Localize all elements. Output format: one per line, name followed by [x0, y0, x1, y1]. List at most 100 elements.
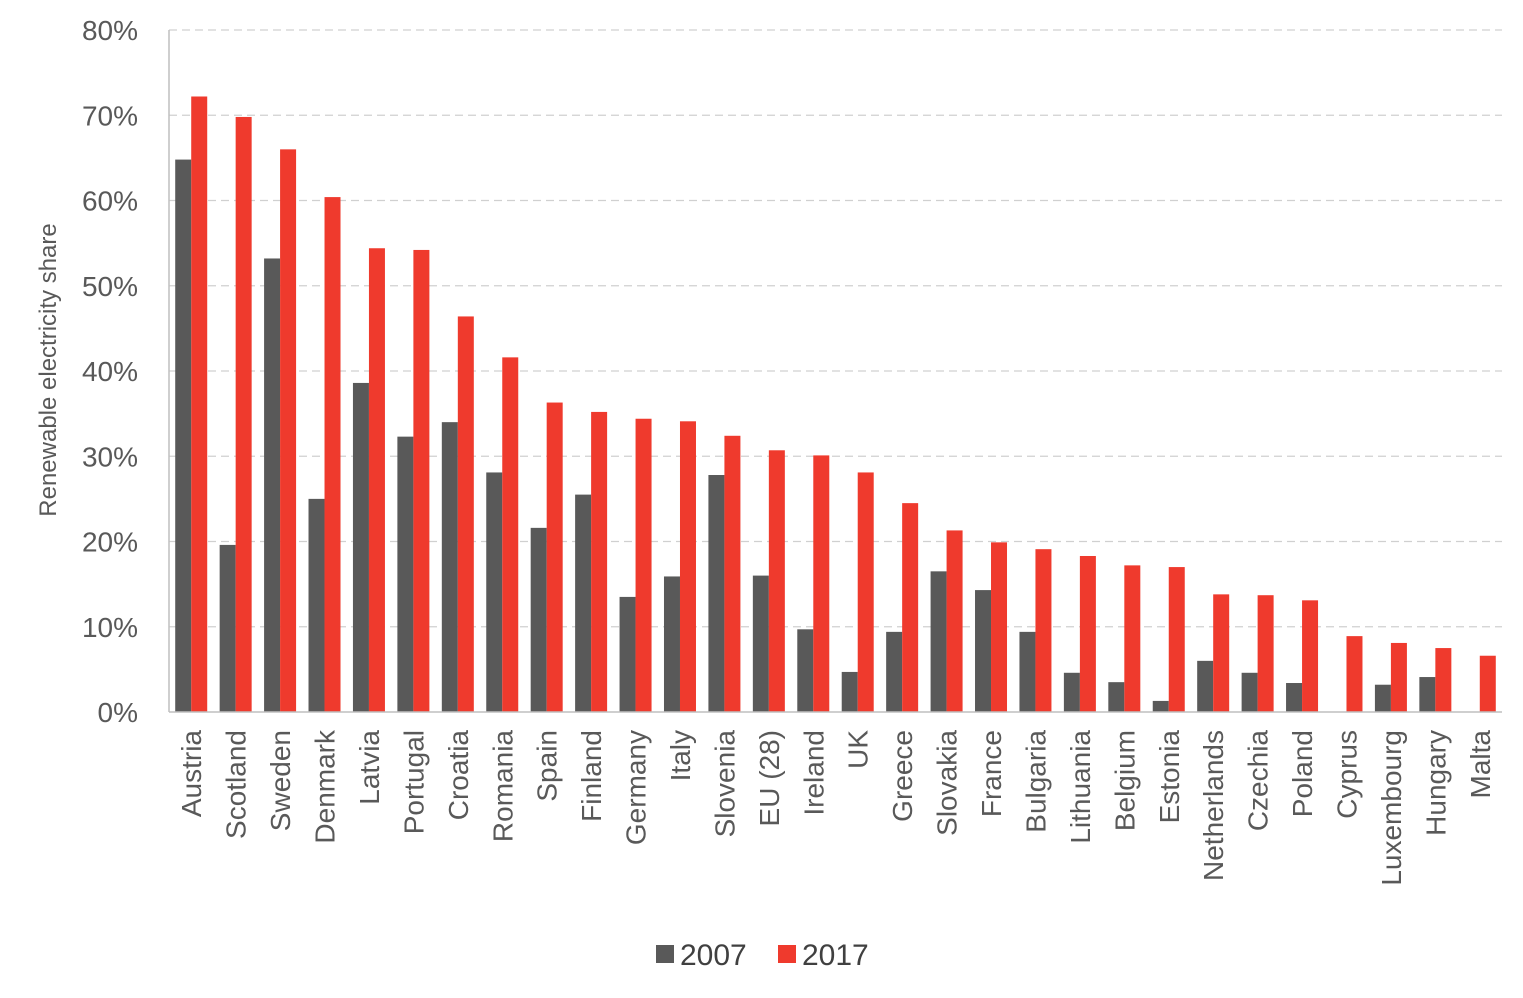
- x-tick-label: Belgium: [1109, 730, 1140, 831]
- bar-2007: [663, 576, 680, 712]
- bar-2017: [679, 421, 696, 712]
- bar-2007: [1197, 660, 1214, 712]
- x-tick-label: Czechia: [1243, 730, 1274, 832]
- bar-2007: [575, 494, 592, 712]
- y-tick-label: 50%: [82, 271, 138, 302]
- x-tick-label: Sweden: [265, 730, 296, 831]
- x-tick-label: France: [976, 730, 1007, 817]
- bar-2007: [841, 671, 858, 712]
- bar-2017: [1346, 636, 1363, 712]
- bar-2017: [413, 249, 430, 712]
- x-tick-label: Bulgaria: [1020, 730, 1051, 833]
- bar-2017: [635, 418, 652, 712]
- bar-2007: [530, 527, 547, 712]
- x-tick-label: EU (28): [754, 730, 785, 826]
- axes: [168, 30, 1502, 713]
- bar-2007: [1108, 682, 1125, 712]
- bar-2017: [857, 472, 874, 712]
- y-tick-label: 80%: [82, 15, 138, 46]
- gridlines: [169, 29, 1502, 628]
- bar-2017: [768, 450, 785, 712]
- x-tick-label: Netherlands: [1198, 730, 1229, 881]
- x-tick-label: Germany: [621, 730, 652, 845]
- bar-2007: [264, 258, 281, 712]
- x-tick-label: Hungary: [1420, 730, 1451, 836]
- bar-2017: [324, 197, 341, 713]
- y-tick-label: 40%: [82, 356, 138, 387]
- bar-2017: [991, 542, 1008, 712]
- bar-2017: [280, 149, 297, 713]
- x-tick-label: Luxembourg: [1376, 730, 1407, 886]
- bar-2007: [619, 596, 636, 712]
- x-tick-label: Italy: [665, 730, 696, 781]
- x-tick-label: Poland: [1287, 730, 1318, 817]
- bar-2007: [1063, 672, 1080, 712]
- y-tick-label: 10%: [82, 612, 138, 643]
- bar-2007: [1241, 672, 1258, 712]
- bar-2007: [752, 575, 769, 712]
- bar-2017: [724, 435, 741, 712]
- y-tick-label: 60%: [82, 186, 138, 217]
- bar-2007: [441, 422, 458, 712]
- bar-2017: [1124, 565, 1141, 712]
- bar-2017: [546, 402, 563, 712]
- y-tick-label: 70%: [82, 100, 138, 131]
- bar-2007: [1152, 700, 1169, 712]
- x-tick-label: Croatia: [443, 730, 474, 821]
- x-tick-label: Finland: [576, 730, 607, 822]
- bar-2017: [1213, 594, 1230, 712]
- bar-2007: [397, 436, 414, 712]
- x-tick-label: Ireland: [798, 730, 829, 816]
- bar-2017: [1302, 600, 1319, 712]
- bar-2007: [1374, 684, 1391, 712]
- x-tick-label: Latvia: [354, 730, 385, 805]
- legend-swatch-2017: [778, 945, 796, 963]
- x-tick-label: Scotland: [221, 730, 252, 839]
- bar-2017: [1257, 595, 1274, 712]
- x-tick-label: Greece: [887, 730, 918, 822]
- x-tick-label: Spain: [532, 730, 563, 802]
- bar-2007: [708, 475, 725, 712]
- bar-2017: [368, 248, 385, 713]
- bar-2007: [886, 631, 903, 712]
- bar-2007: [1286, 683, 1303, 712]
- x-tick-label: Romania: [487, 730, 518, 842]
- bar-2017: [591, 411, 608, 712]
- x-tick-label: Slovakia: [932, 730, 963, 836]
- bar-2017: [946, 530, 963, 712]
- bar-2007: [1419, 677, 1436, 712]
- x-tick-label: Lithuania: [1065, 730, 1096, 844]
- x-tick-label: Slovenia: [709, 730, 740, 838]
- y-tick-label: 0%: [98, 697, 138, 728]
- bar-2017: [1168, 567, 1185, 712]
- y-tick-label: 30%: [82, 441, 138, 472]
- bars: [175, 96, 1496, 713]
- bar-2007: [486, 472, 503, 712]
- y-tick-labels: 0% 10% 20% 30% 40% 50% 60% 70% 80%: [82, 15, 138, 728]
- legend-label: 2017: [802, 939, 869, 972]
- x-tick-label: UK: [843, 730, 874, 769]
- bar-2007: [308, 498, 325, 712]
- bar-2017: [502, 357, 519, 712]
- bar-2007: [975, 590, 992, 712]
- x-tick-label: Estonia: [1154, 730, 1185, 824]
- y-tick-label: 20%: [82, 527, 138, 558]
- x-tick-label: Cyprus: [1331, 730, 1362, 819]
- bar-2017: [457, 316, 474, 712]
- bar-2017: [1479, 655, 1496, 712]
- legend: 2007 2017: [656, 939, 869, 972]
- legend-label: 2007: [680, 939, 747, 972]
- bar-2007: [930, 571, 947, 712]
- bar-2007: [1019, 631, 1036, 712]
- bar-2007: [352, 382, 369, 712]
- x-tick-labels: Austria Scotland Sweden Denmark Latvia Portug…: [176, 729, 1496, 886]
- bar-2017: [1079, 555, 1096, 712]
- bar-2017: [235, 116, 252, 712]
- bar-2017: [1035, 549, 1052, 712]
- bar-2017: [1390, 642, 1407, 712]
- x-tick-label: Malta: [1465, 730, 1496, 799]
- bar-2007: [797, 629, 814, 712]
- bar-2017: [902, 503, 919, 712]
